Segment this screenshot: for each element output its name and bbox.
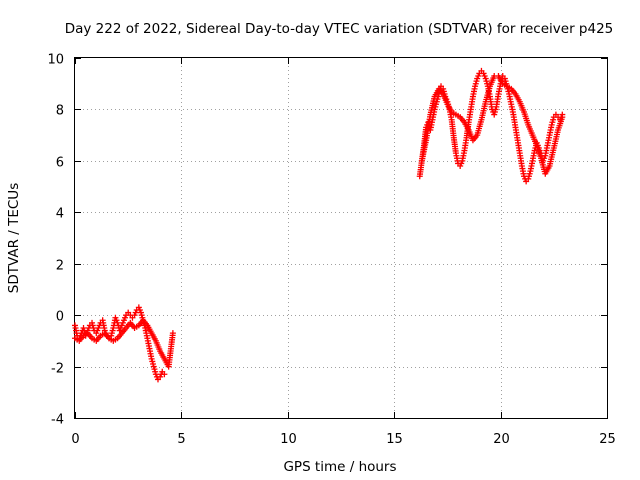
y-tick-label: 0	[56, 310, 64, 325]
y-tick-label: -2	[51, 362, 64, 377]
y-tick-label: 6	[56, 156, 64, 171]
x-tick-label: 20	[493, 432, 510, 447]
x-tick-label: 25	[599, 432, 616, 447]
x-tick-label: 15	[386, 432, 403, 447]
x-tick-label: 5	[177, 432, 185, 447]
y-axis-label: SDTVAR / TECUs	[6, 183, 22, 293]
y-tick-label: 2	[56, 259, 64, 274]
data-points	[72, 67, 566, 383]
x-tick-label: 10	[280, 432, 297, 447]
axis-ticks: 0 5 10 15 20 25 -4 -2 0 2 4 6 8 10	[47, 53, 615, 448]
y-tick-label: 4	[56, 207, 64, 222]
plot-frame	[74, 57, 608, 419]
chart-title: Day 222 of 2022, Sidereal Day-to-day VTE…	[65, 21, 614, 37]
y-tick-label: 10	[47, 53, 64, 68]
data-point	[559, 114, 566, 121]
x-tick-label: 0	[71, 432, 79, 447]
data-point	[169, 330, 176, 337]
x-axis-label: GPS time / hours	[283, 459, 396, 475]
data-point	[161, 371, 168, 378]
y-tick-label: 8	[56, 104, 64, 119]
grid-lines	[75, 58, 607, 418]
y-tick-label: -4	[51, 413, 64, 428]
